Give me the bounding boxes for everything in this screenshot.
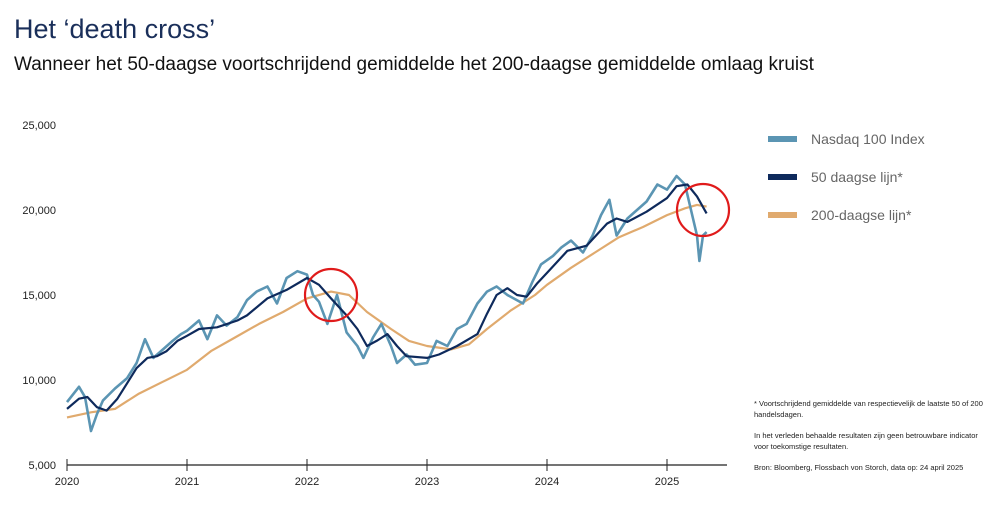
series-line-nasdaq [65, 174, 708, 433]
legend-item-nasdaq: Nasdaq 100 Index [768, 120, 925, 158]
x-tick-label: 2023 [415, 476, 439, 488]
footnote-definition: * Voortschrijdend gemiddelde van respect… [754, 399, 983, 419]
legend-swatch [768, 136, 797, 142]
death-cross-circle [303, 267, 359, 323]
x-tick-label: 2024 [535, 476, 559, 488]
y-tick-label: 5,000 [28, 460, 56, 472]
series-line-50d [66, 183, 708, 412]
y-tick-label: 25,000 [22, 120, 56, 132]
y-tick-label: 10,000 [22, 375, 56, 387]
legend-label: 200-daagse lijn* [811, 207, 912, 223]
x-tick-label: 2022 [295, 476, 319, 488]
legend-label: Nasdaq 100 Index [811, 131, 925, 147]
legend: Nasdaq 100 Index 50 daagse lijn* 200-daa… [768, 120, 925, 234]
footnote-disclaimer: In het verleden behaalde resultaten zijn… [754, 431, 978, 451]
x-tick-label: 2021 [175, 476, 199, 488]
x-tick-label: 2020 [55, 476, 79, 488]
legend-swatch [768, 212, 797, 218]
death-cross-circle [675, 182, 731, 238]
legend-swatch [768, 174, 797, 180]
x-tick-label: 2025 [655, 476, 679, 488]
legend-item-50d: 50 daagse lijn* [768, 158, 925, 196]
footnotes: * Voortschrijdend gemiddelde van respect… [754, 398, 989, 483]
legend-item-200d: 200-daagse lijn* [768, 196, 925, 234]
y-tick-label: 20,000 [22, 205, 56, 217]
y-tick-label: 15,000 [22, 290, 56, 302]
page-subtitle: Wanneer het 50-daagse voortschrijdend ge… [14, 54, 814, 75]
footnote-source: Bron: Bloomberg, Flossbach von Storch, d… [754, 463, 964, 472]
legend-label: 50 daagse lijn* [811, 169, 903, 185]
series-line-200d [66, 203, 707, 419]
page-title: Het ‘death cross’ [14, 14, 216, 44]
